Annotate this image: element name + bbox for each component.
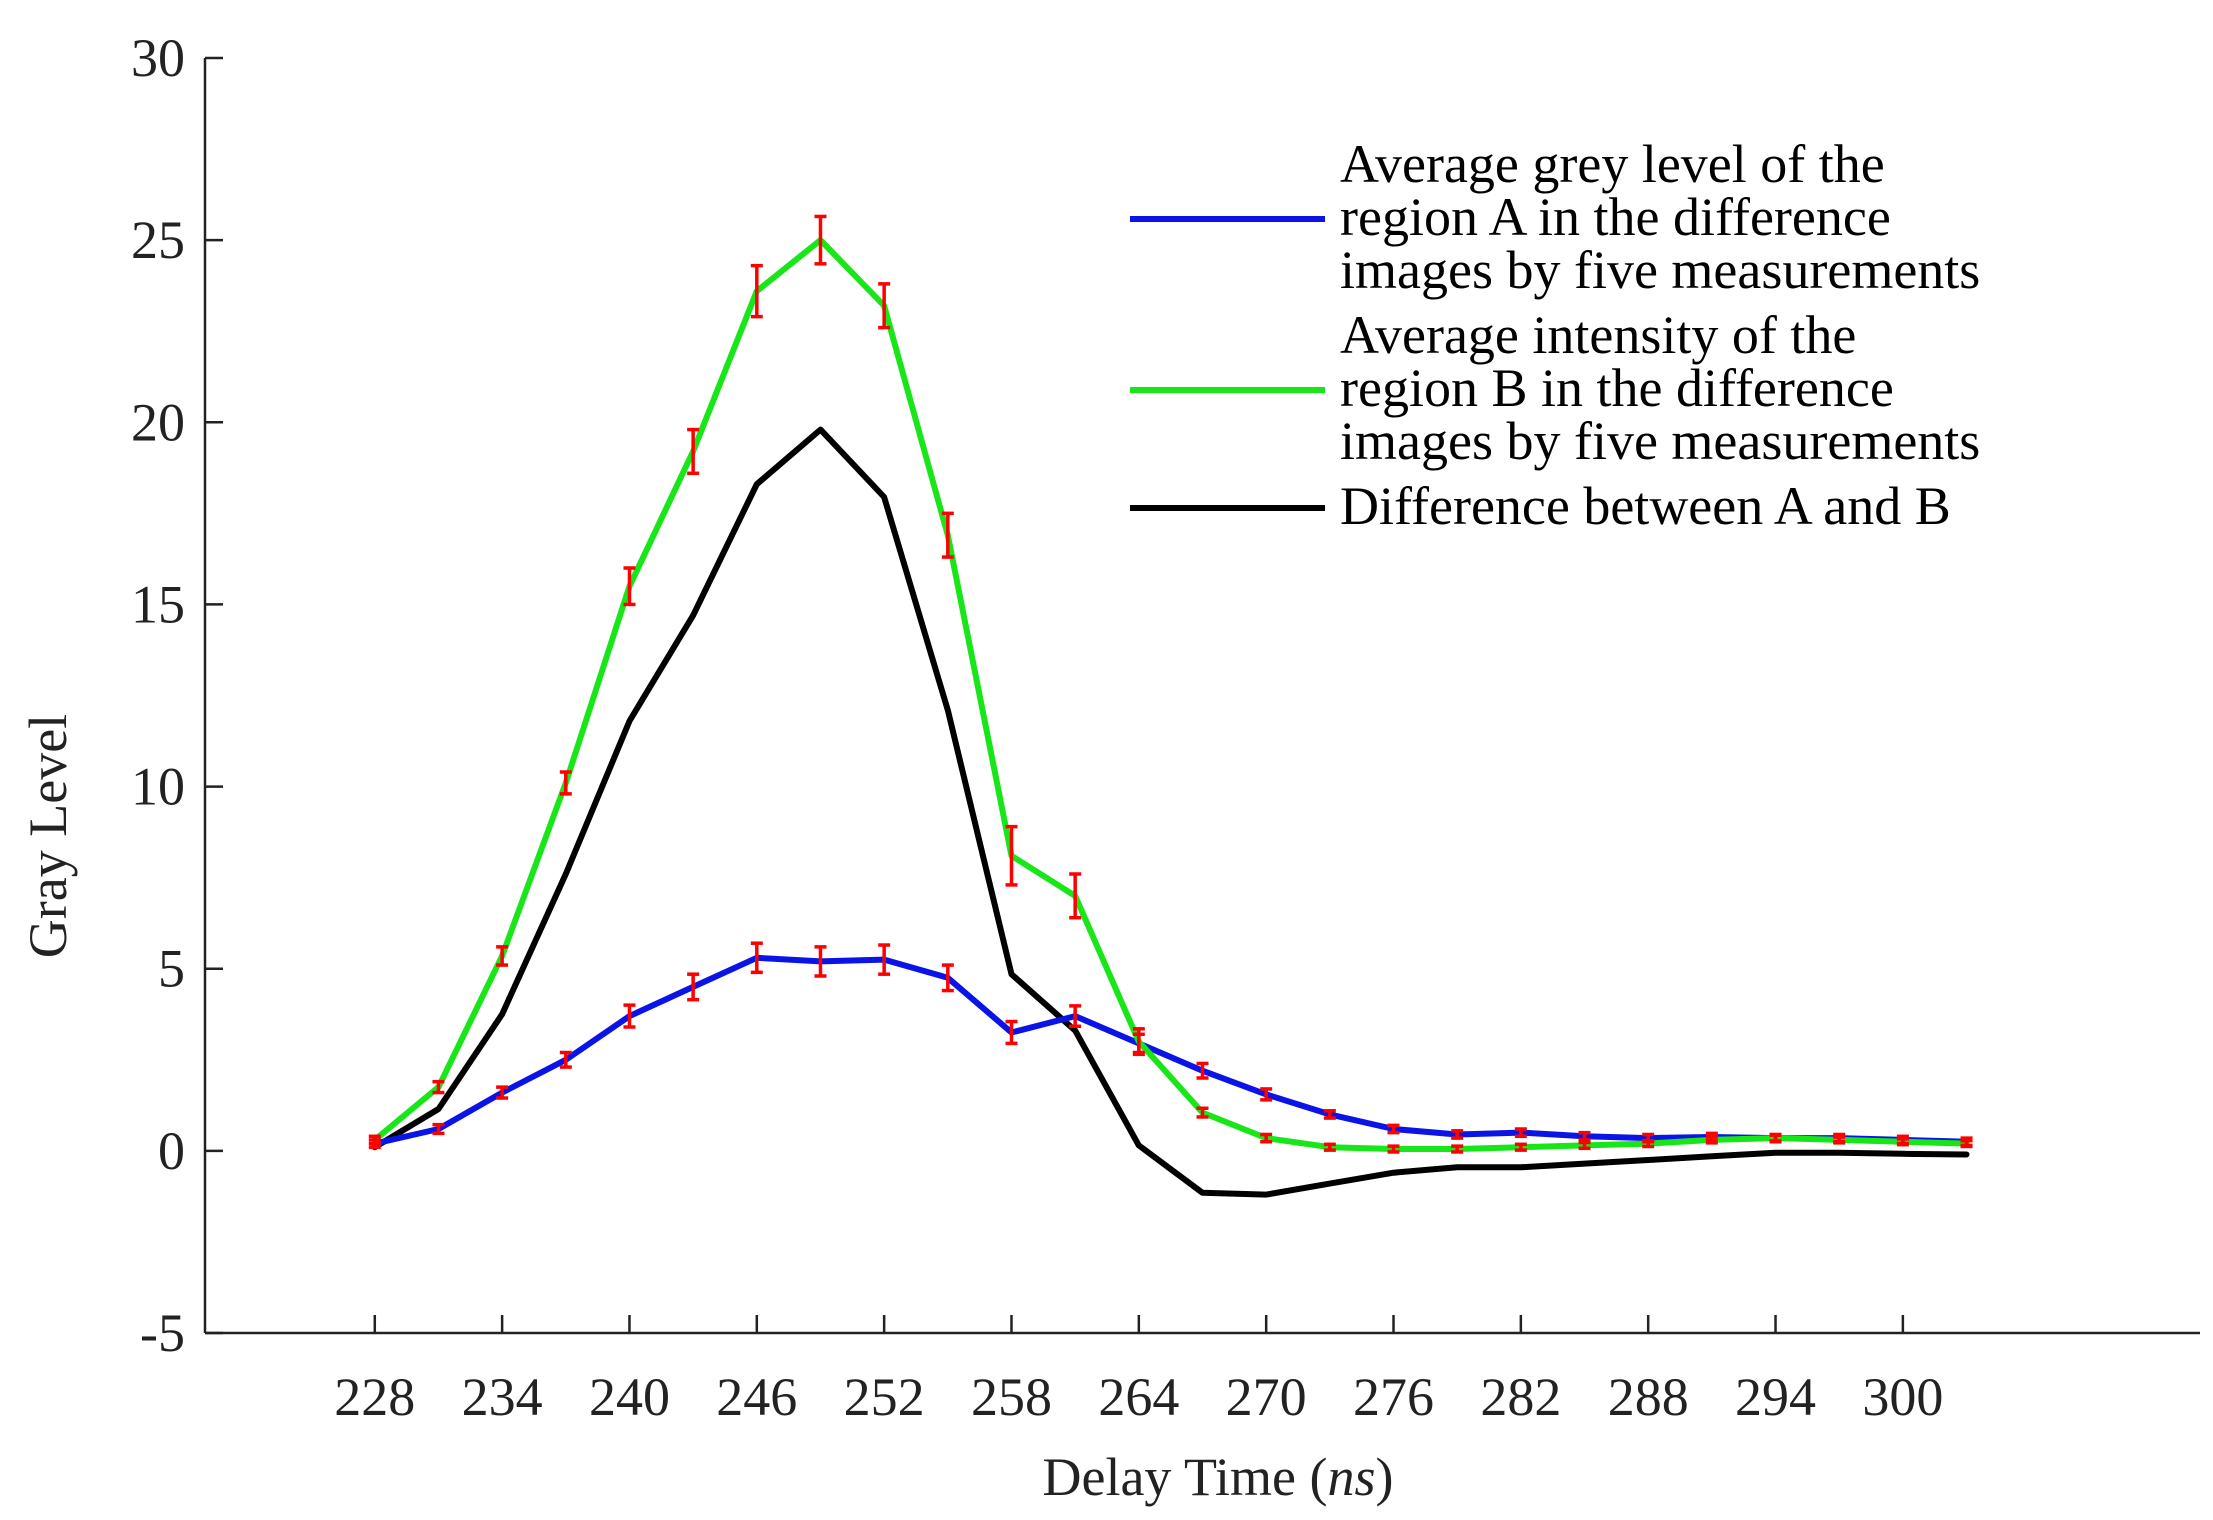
axes: -5 0 5 10 15 20 25 30 228 234 240 246 252 258 264 270 27… xyxy=(131,28,2200,1427)
x-tick-label: 258 xyxy=(971,1367,1052,1427)
error-bar xyxy=(1132,1027,1145,1057)
y-tick-label: -5 xyxy=(140,1303,185,1363)
x-tick-label: 294 xyxy=(1735,1367,1816,1427)
legend-entry-text: region B in the difference xyxy=(1340,358,1894,418)
x-tick-label: 270 xyxy=(1226,1367,1307,1427)
y-tick-label: 0 xyxy=(158,1121,185,1181)
legend-entry-text: Average grey level of the xyxy=(1340,134,1885,194)
error-bar xyxy=(750,263,763,319)
error-bar xyxy=(623,1003,636,1029)
error-bar xyxy=(559,770,572,796)
error-bar xyxy=(432,1079,445,1095)
error-bar xyxy=(1387,1123,1400,1135)
y-tick-label: 30 xyxy=(131,28,185,88)
legend-entry-text: region A in the difference xyxy=(1340,187,1891,247)
series-line-difference xyxy=(371,426,1970,1198)
x-axis-label: Delay Time (ns) xyxy=(1042,1447,1393,1507)
error-bar xyxy=(1005,824,1018,887)
error-bar xyxy=(1005,1019,1018,1046)
series-line-region-B xyxy=(371,237,1970,1152)
error-bar xyxy=(687,972,700,1002)
error-bar xyxy=(1833,1135,1846,1145)
error-bar xyxy=(1323,1142,1336,1152)
error-bar xyxy=(1769,1133,1782,1143)
error-bar xyxy=(1896,1137,1909,1147)
error-bar xyxy=(1960,1138,1973,1149)
error-bar xyxy=(1578,1140,1591,1151)
error-bar xyxy=(1451,1144,1464,1154)
x-tick-label: 228 xyxy=(334,1367,415,1427)
error-bar xyxy=(1196,1061,1209,1080)
error-bar xyxy=(1514,1127,1527,1139)
x-axis-label-main: Delay Time ( xyxy=(1042,1447,1327,1507)
error-bar xyxy=(1260,1087,1273,1102)
error-bar xyxy=(941,511,954,559)
error-bar xyxy=(623,566,636,607)
y-tick-label: 10 xyxy=(131,757,185,817)
legend-entry-text: Average intensity of the xyxy=(1340,305,1856,365)
x-tick-label: 282 xyxy=(1480,1367,1561,1427)
x-tick-label: 252 xyxy=(844,1367,925,1427)
error-bar xyxy=(1705,1135,1718,1145)
error-bar xyxy=(1387,1144,1400,1154)
x-tick-label: 234 xyxy=(462,1367,543,1427)
error-bar xyxy=(814,945,827,978)
error-bar xyxy=(559,1050,572,1069)
y-tick-label: 20 xyxy=(131,392,185,452)
y-axis-label: Gray Level xyxy=(18,714,78,958)
x-axis-label-close: ) xyxy=(1376,1447,1394,1507)
y-tick-label: 15 xyxy=(131,574,185,634)
error-bar xyxy=(432,1122,445,1136)
error-bar xyxy=(1323,1109,1336,1120)
legend-entry-text: images by five measurements xyxy=(1340,411,1980,471)
series-lines xyxy=(371,237,1970,1198)
error-bar xyxy=(368,1134,381,1146)
error-bar xyxy=(687,427,700,476)
error-bar xyxy=(814,214,827,266)
error-bar xyxy=(1451,1129,1464,1140)
error-bar xyxy=(941,963,954,993)
error-bar xyxy=(1514,1142,1527,1152)
error-bar xyxy=(1069,1004,1082,1029)
legend-entry-text: Difference between A and B xyxy=(1340,476,1951,536)
error-bar xyxy=(496,1085,509,1100)
error-bar xyxy=(1578,1130,1591,1142)
error-bar xyxy=(1069,872,1082,920)
x-tick-label: 300 xyxy=(1862,1367,1943,1427)
error-bars xyxy=(368,214,1973,1154)
error-bar xyxy=(878,943,891,976)
series-line-region-A xyxy=(371,954,1970,1147)
x-tick-label: 246 xyxy=(716,1367,797,1427)
x-tick-label: 240 xyxy=(589,1367,670,1427)
error-bar xyxy=(750,941,763,975)
x-tick-label: 264 xyxy=(1098,1367,1179,1427)
error-bar xyxy=(496,945,509,967)
y-tick-label: 25 xyxy=(131,210,185,270)
y-tick-label: 5 xyxy=(158,939,185,999)
legend-entry-text: images by five measurements xyxy=(1340,240,1980,300)
error-bar xyxy=(1642,1138,1655,1149)
x-tick-label: 276 xyxy=(1353,1367,1434,1427)
error-bar xyxy=(878,282,891,330)
error-bar xyxy=(1196,1106,1209,1119)
x-tick-label: 288 xyxy=(1608,1367,1689,1427)
x-axis-label-unit: ns xyxy=(1328,1447,1376,1507)
error-bar xyxy=(1260,1132,1273,1144)
